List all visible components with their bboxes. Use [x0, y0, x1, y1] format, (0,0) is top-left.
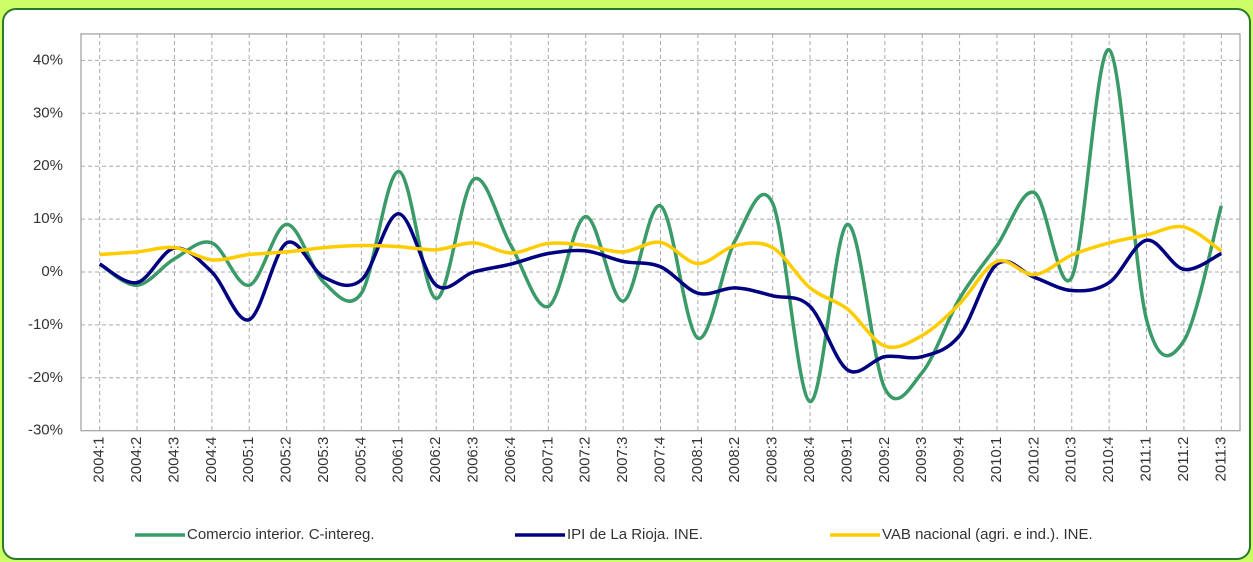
y-tick-label: -10% [28, 316, 63, 333]
x-tick-label: 2006:4 [502, 437, 519, 483]
x-tick-label: 2005:3 [315, 437, 332, 483]
legend-label: VAB nacional (agri. e ind.). INE. [882, 526, 1093, 543]
x-tick-label: 2005:4 [352, 437, 369, 483]
x-tick-label: 2011:1 [1138, 437, 1155, 482]
x-tick-label: 2010:4 [1100, 437, 1117, 483]
y-tick-label: 30% [33, 104, 63, 121]
x-tick-label: 2007:1 [539, 437, 556, 483]
series-line [99, 224, 1223, 350]
x-tick-label: 2008:3 [764, 437, 781, 483]
x-tick-label: 2008:1 [689, 437, 706, 483]
x-tick-label: 2005:2 [278, 437, 295, 483]
x-tick-label: 2004:2 [128, 437, 145, 483]
x-tick-label: 2010:2 [1025, 437, 1042, 483]
legend-label: Comercio interior. C-intereg. [187, 526, 375, 543]
legend-label: IPI de La Rioja. INE. [567, 526, 703, 543]
x-tick-label: 2007:4 [651, 437, 668, 483]
x-tick-label: 2010:1 [988, 437, 1005, 483]
y-tick-label: -20% [28, 369, 63, 386]
x-tick-label: 2004:3 [165, 437, 182, 483]
x-tick-label: 2011:3 [1212, 437, 1229, 482]
y-tick-label: -30% [28, 422, 63, 439]
x-tick-label: 2007:3 [614, 437, 631, 483]
y-tick-label: 10% [33, 210, 63, 227]
y-tick-label: 0% [41, 263, 63, 280]
x-tick-label: 2011:2 [1175, 437, 1192, 482]
series-line [98, 48, 1223, 404]
x-tick-label: 2009:4 [951, 437, 968, 483]
x-tick-label: 2008:2 [726, 437, 743, 483]
x-tick-label: 2010:3 [1063, 437, 1080, 483]
x-tick-label: 2009:2 [876, 437, 893, 483]
x-tick-label: 2009:3 [913, 437, 930, 483]
y-tick-label: 40% [33, 51, 63, 68]
x-tick-label: 2009:1 [838, 437, 855, 483]
x-tick-label: 2005:1 [240, 437, 257, 483]
x-tick-label: 2004:4 [203, 437, 220, 483]
x-tick-label: 2004:1 [91, 437, 108, 483]
x-tick-label: 2008:4 [801, 437, 818, 483]
x-tick-label: 2006:2 [427, 437, 444, 483]
x-tick-label: 2006:1 [390, 437, 407, 483]
x-tick-label: 2007:2 [577, 437, 594, 483]
y-tick-label: 20% [33, 157, 63, 174]
x-tick-label: 2006:3 [465, 437, 482, 483]
